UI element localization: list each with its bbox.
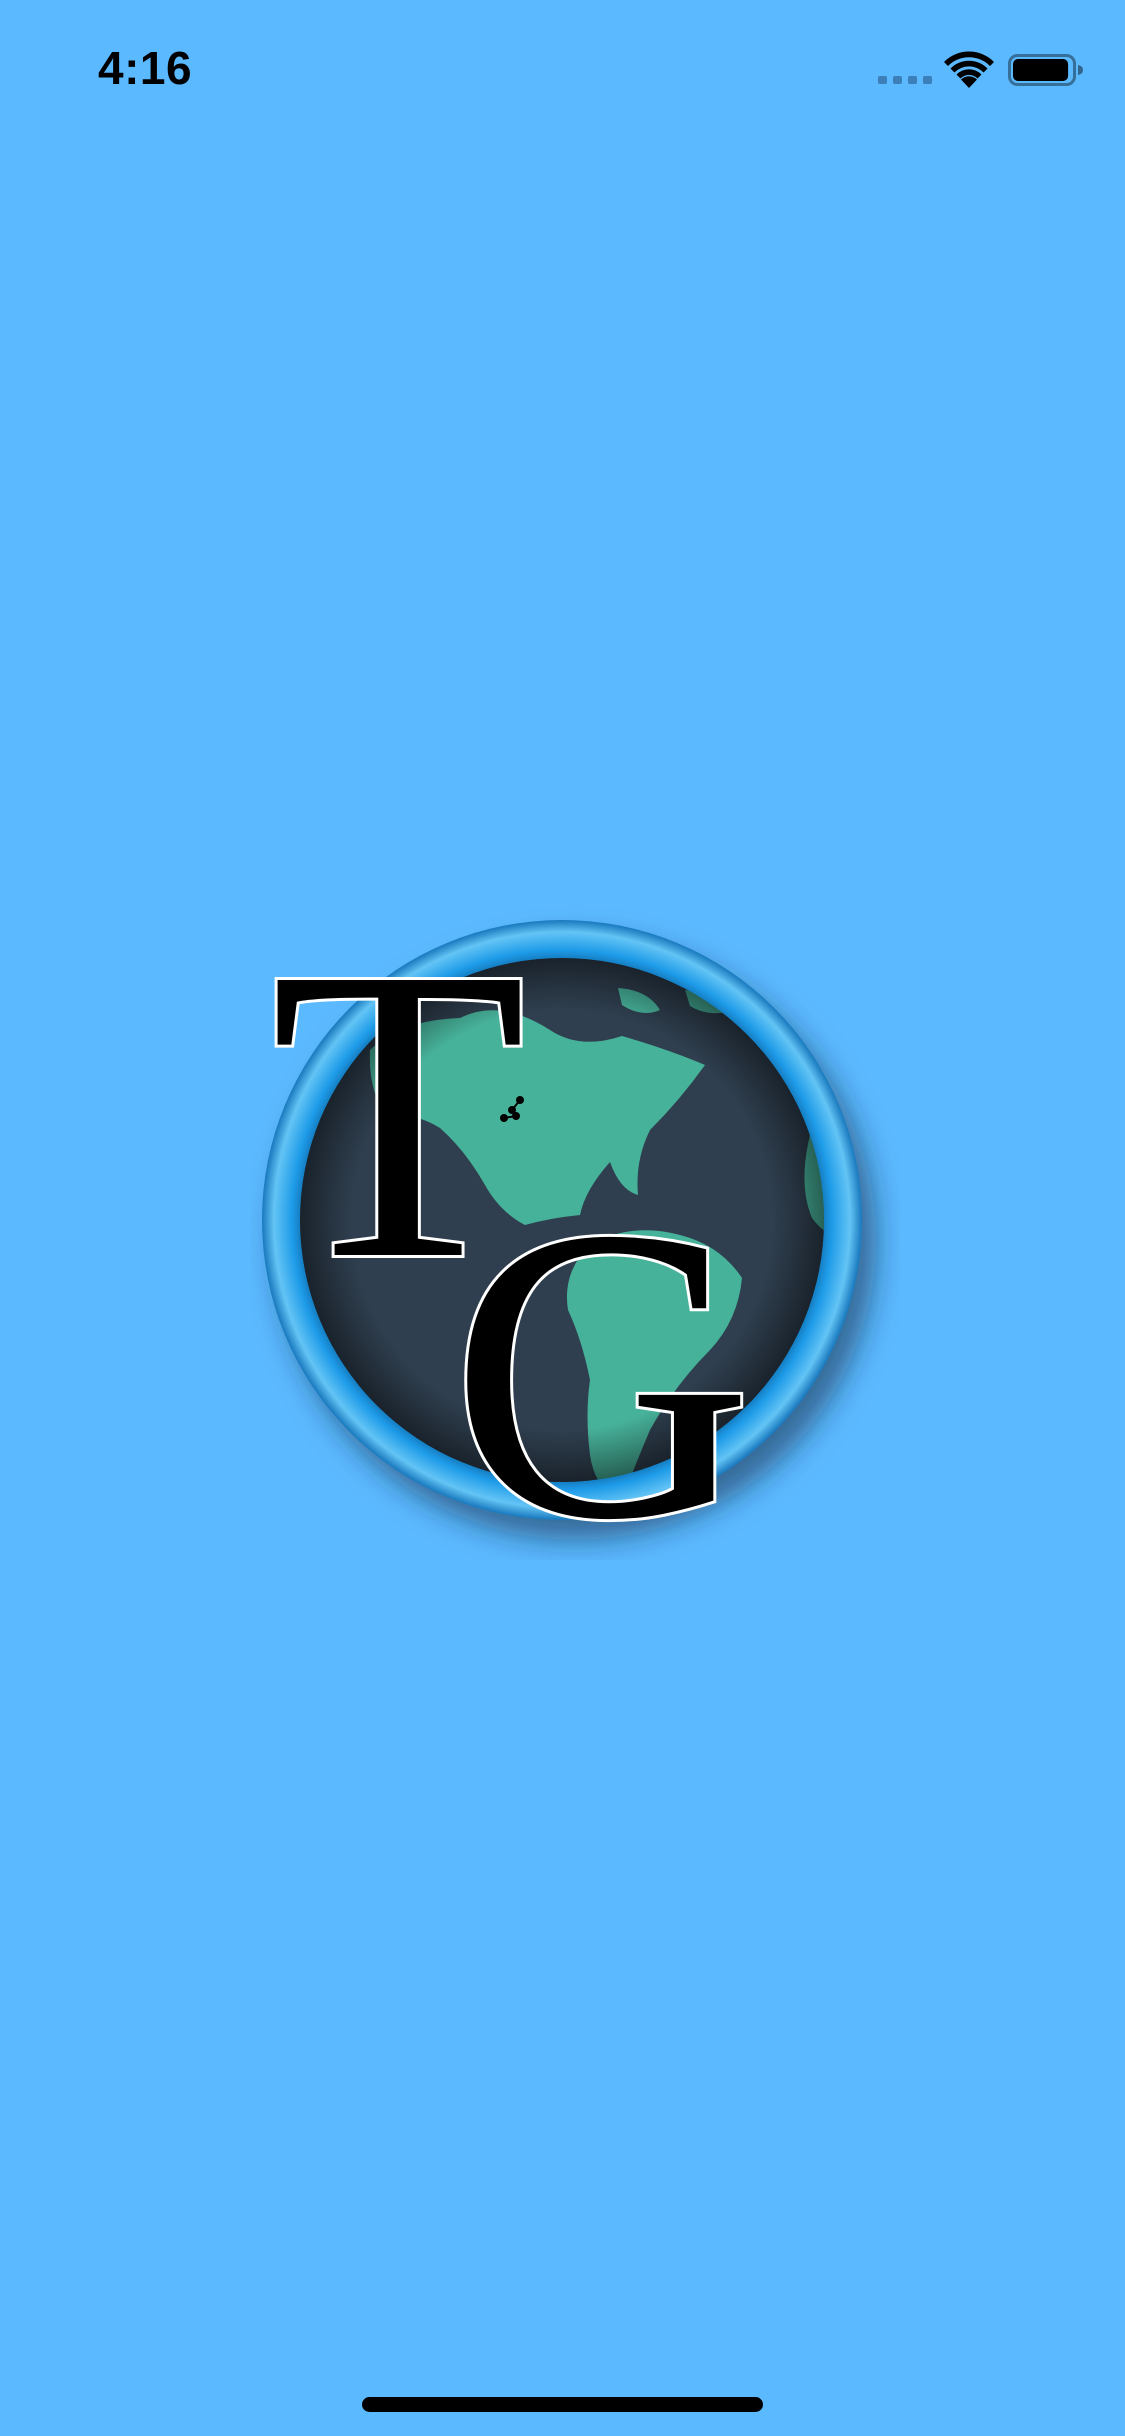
- wifi-icon: [944, 51, 994, 88]
- logo-letter-t: T: [270, 900, 527, 1346]
- home-indicator[interactable]: [362, 2397, 763, 2412]
- status-bar: 4:16: [0, 0, 1125, 132]
- cellular-signal-icon: [878, 76, 932, 84]
- tg-globe-logo: T G: [262, 900, 862, 1560]
- battery-icon: [1008, 54, 1083, 86]
- status-time: 4:16: [98, 42, 193, 94]
- logo-letter-g: G: [450, 1141, 753, 1560]
